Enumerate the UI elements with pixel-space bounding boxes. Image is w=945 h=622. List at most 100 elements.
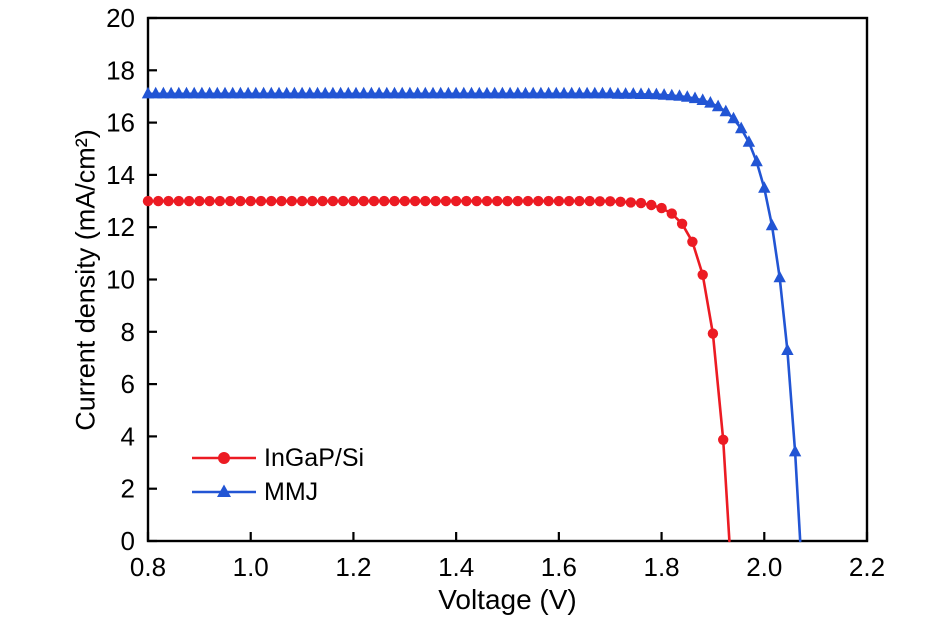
x-tick-label: 1.6 (541, 552, 577, 582)
data-point-circle (235, 195, 246, 207)
data-point-circle (574, 195, 585, 207)
data-point-triangle (758, 181, 771, 193)
x-tick-label: 1.8 (643, 552, 679, 582)
data-point-triangle (765, 218, 779, 231)
data-point-circle (317, 195, 328, 207)
data-point-triangle (781, 343, 794, 355)
data-point-triangle (696, 93, 709, 105)
data-point-circle (296, 195, 308, 207)
data-point-circle (214, 195, 226, 207)
data-point-circle (389, 195, 400, 207)
data-point-triangle (657, 88, 671, 100)
y-tick-label: 4 (121, 421, 135, 451)
data-point-circle (656, 202, 667, 214)
data-point-circle (615, 196, 626, 207)
data-point-circle (687, 236, 698, 247)
x-tick-label: 2.2 (849, 552, 885, 582)
y-tick-label: 2 (121, 474, 135, 504)
legend-item-ingap-si: InGaP/Si (190, 441, 364, 475)
data-point-triangle (465, 86, 478, 99)
data-point-circle (399, 195, 410, 207)
data-point-circle (563, 195, 575, 207)
y-tick-label: 0 (121, 526, 135, 556)
data-point-circle (594, 196, 606, 207)
data-point-triangle (773, 270, 786, 283)
x-tick-label: 0.8 (130, 552, 166, 582)
y-tick-label: 18 (106, 55, 135, 85)
data-point-circle (266, 195, 277, 207)
data-point-circle (245, 195, 256, 207)
data-point-circle (430, 195, 441, 207)
data-point-triangle (742, 135, 756, 147)
data-point-circle (153, 195, 164, 207)
x-tick-label: 1.2 (335, 552, 371, 582)
data-point-circle (368, 195, 380, 207)
y-tick-label: 16 (106, 108, 135, 138)
data-point-triangle (673, 89, 686, 101)
data-point-circle (255, 195, 267, 207)
y-tick-label: 10 (106, 265, 135, 295)
data-point-triangle (719, 104, 732, 117)
data-point-circle (204, 195, 215, 207)
data-point-circle (471, 195, 482, 207)
data-point-triangle (650, 87, 663, 100)
data-point-circle (358, 195, 369, 207)
data-point-triangle (688, 91, 702, 104)
data-point-circle (142, 195, 154, 207)
data-point-circle (307, 195, 318, 207)
data-point-circle (338, 195, 349, 207)
data-point-circle (584, 195, 595, 207)
data-point-circle (676, 218, 688, 229)
data-point-circle (327, 195, 339, 207)
data-point-circle (666, 208, 677, 219)
data-point-circle (276, 195, 287, 207)
data-point-circle (707, 328, 719, 339)
data-point-triangle (735, 121, 748, 134)
data-point-triangle (727, 111, 740, 124)
legend-triangle-marker-icon (192, 484, 256, 497)
data-point-circle (492, 195, 503, 207)
data-point-circle (286, 195, 297, 207)
y-tick-label: 12 (106, 212, 135, 242)
legend: InGaP/Si MMJ (190, 441, 364, 509)
data-point-triangle (704, 96, 717, 108)
data-point-circle (461, 195, 472, 207)
data-point-triangle (788, 444, 802, 457)
data-point-circle (379, 195, 390, 207)
data-point-circle (194, 195, 205, 207)
data-point-circle (348, 195, 359, 207)
data-point-circle (440, 195, 452, 207)
data-point-circle (635, 197, 647, 209)
data-point-triangle (249, 86, 262, 99)
legend-item-mmj: MMJ (190, 475, 364, 509)
data-point-circle (646, 199, 657, 211)
data-point-circle (625, 197, 636, 208)
data-point-circle (450, 195, 462, 207)
data-point-circle (502, 195, 513, 207)
data-point-circle (543, 195, 554, 207)
legend-circle-marker-icon (192, 452, 256, 464)
data-point-circle (225, 195, 236, 207)
y-tick-label: 14 (106, 160, 135, 190)
y-tick-label: 20 (106, 3, 135, 33)
data-point-circle (533, 195, 544, 207)
data-point-triangle (627, 87, 640, 99)
data-point-triangle (681, 90, 694, 102)
x-axis-title: Voltage (V) (438, 584, 577, 615)
data-point-circle (605, 196, 616, 207)
x-tick-label: 1.0 (233, 552, 269, 582)
data-point-triangle (711, 99, 725, 112)
legend-label-ingap-si: InGaP/Si (264, 443, 365, 472)
data-point-triangle (642, 87, 655, 99)
data-point-circle (173, 195, 184, 207)
data-point-circle (697, 269, 708, 280)
data-point-circle (420, 195, 431, 207)
data-point-triangle (750, 154, 763, 167)
y-axis-title: Current density (mA/cm²) (70, 129, 101, 431)
data-point-circle (163, 195, 174, 207)
x-tick-label: 2.0 (746, 552, 782, 582)
data-point-circle (409, 195, 421, 207)
y-tick-label: 8 (121, 317, 135, 347)
